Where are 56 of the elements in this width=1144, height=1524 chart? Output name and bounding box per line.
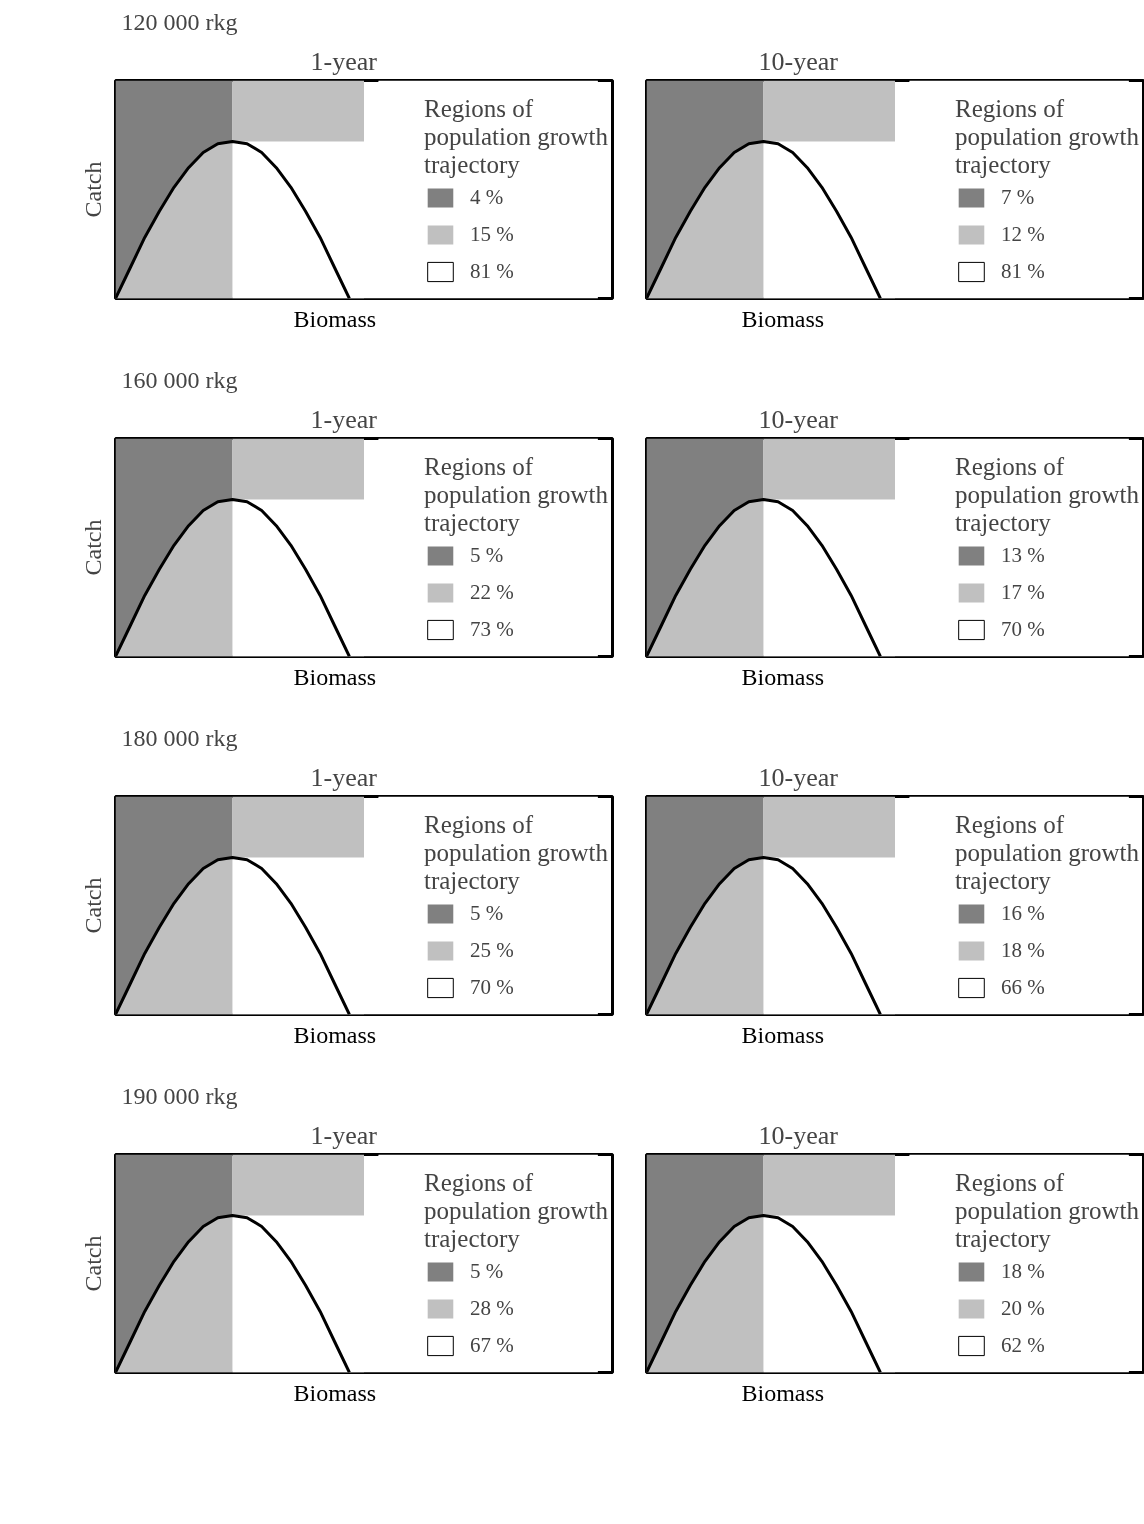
- legend-label: 18 %: [1000, 1258, 1045, 1284]
- x-axis-title: Biomass: [741, 1379, 825, 1406]
- series-label: 81 %: [469, 258, 514, 284]
- legend-title: Regions of population growth trajectory: [954, 1168, 1139, 1253]
- legend-label: 13 %: [1000, 542, 1045, 568]
- legend-label: 18 %: [1000, 937, 1045, 963]
- legend-title: Regions of population growth trajectory: [423, 94, 608, 179]
- chart-title: 10-year: [758, 1120, 839, 1150]
- chart-title: 1-year: [310, 762, 378, 792]
- x-axis-title: Biomass: [741, 305, 825, 332]
- legend-label: 5 %: [469, 900, 504, 926]
- y-axis-title: Catch: [79, 161, 106, 218]
- series-label: 62 %: [1000, 1332, 1045, 1358]
- y-axis-title: Catch: [79, 519, 106, 576]
- chart-title: 10-year: [758, 762, 839, 792]
- legend-label: 15 %: [469, 221, 514, 247]
- legend-label: 4 %: [469, 184, 504, 210]
- legend-label: 25 %: [469, 937, 514, 963]
- y-axis-title: Catch: [79, 1235, 106, 1292]
- legend-label: 12 %: [1000, 221, 1045, 247]
- text: 120 000 rkg: [121, 8, 238, 35]
- legend-title: Regions of population growth trajectory: [423, 810, 608, 895]
- legend-label: 16 %: [1000, 900, 1045, 926]
- series-label: 70 %: [1000, 616, 1045, 642]
- x-axis-title: Biomass: [741, 1021, 825, 1048]
- chart-title: 10-year: [758, 404, 839, 434]
- series-label: 67 %: [469, 1332, 514, 1358]
- legend-title: Regions of population growth trajectory: [954, 452, 1139, 537]
- text: 180 000 rkg: [121, 724, 238, 751]
- x-axis-title: Biomass: [293, 305, 377, 332]
- legend-title: Regions of population growth trajectory: [954, 810, 1139, 895]
- series-label: 66 %: [1000, 974, 1045, 1000]
- legend-label: 5 %: [469, 542, 504, 568]
- legend-label: 20 %: [1000, 1295, 1045, 1321]
- series-label: 70 %: [469, 974, 514, 1000]
- chart-title: 10-year: [758, 46, 839, 76]
- x-axis-title: Biomass: [293, 1021, 377, 1048]
- legend-label: 5 %: [469, 1258, 504, 1284]
- series-label: 73 %: [469, 616, 514, 642]
- series-label: 81 %: [1000, 258, 1045, 284]
- legend-label: 28 %: [469, 1295, 514, 1321]
- chart-title: 1-year: [310, 404, 378, 434]
- chart-title: 1-year: [310, 46, 378, 76]
- y-axis-title: Catch: [79, 877, 106, 934]
- chart-title: 1-year: [310, 1120, 378, 1150]
- text: 190 000 rkg: [121, 1082, 238, 1109]
- legend-label: 17 %: [1000, 579, 1045, 605]
- legend-title: Regions of population growth trajectory: [954, 94, 1139, 179]
- legend-label: 22 %: [469, 579, 514, 605]
- x-axis-title: Biomass: [741, 663, 825, 690]
- legend-title: Regions of population growth trajectory: [423, 452, 608, 537]
- x-axis-title: Biomass: [293, 1379, 377, 1406]
- legend-title: Regions of population growth trajectory: [423, 1168, 608, 1253]
- legend-label: 7 %: [1000, 184, 1035, 210]
- x-axis-title: Biomass: [293, 663, 377, 690]
- text: 160 000 rkg: [121, 366, 238, 393]
